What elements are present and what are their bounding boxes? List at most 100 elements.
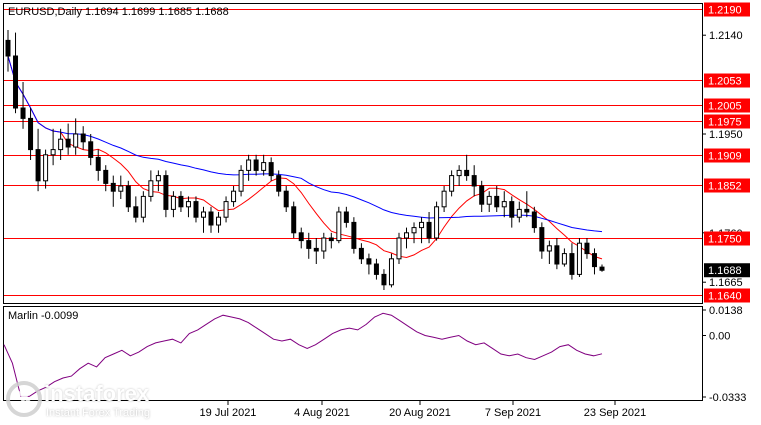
candle-body [328,237,334,242]
candle-body [599,266,605,271]
candle-body [388,258,394,286]
candle-body [464,169,470,177]
candle-body [178,195,184,208]
level-labels: 1.2190 1.2053 1.2005 1.1975 1.1909 1.1852 1.17… [704,2,750,303]
level-label: 1.1640 [708,291,742,303]
candle-body [208,211,214,226]
level-label: 1.1852 [708,181,742,193]
level-label-bg [704,98,750,113]
candle-body [381,273,387,286]
level-label: 1.1750 [708,234,742,246]
candle-body [231,190,237,203]
symbol-title: EURUSD,Daily 1.1694 1.1699 1.1685 1.1688 [8,6,229,18]
candle-body [546,245,552,252]
candle-body [366,258,372,265]
candle-body [223,201,229,218]
price-tick-label: 1.2140 [709,30,743,42]
candle-body [13,55,19,109]
ma-slow-line [7,55,603,233]
level-label-bg [704,2,750,17]
main-pane-frame [3,3,703,304]
watermark-tagline: Instant Forex Trading [46,407,150,419]
oscillator-tick-label: 0.0138 [709,305,743,317]
time-tick-label: 4 Aug 2021 [294,407,350,419]
candle-body [5,39,11,57]
candle-body [261,162,267,171]
instaforex-logo [6,381,42,417]
oscillator-title: Marlin -0.0099 [8,310,78,322]
level-label: 1.2053 [708,76,742,88]
candle-body [576,242,582,275]
candle-body [584,242,590,255]
candle-body [554,245,560,265]
candle-body [163,175,169,210]
candle-body [343,211,349,223]
candle-body [411,227,417,234]
candle-body [313,247,319,252]
candle-body [441,190,447,208]
time-tick-label: 19 Jul 2021 [200,407,257,419]
candle-body [133,206,139,218]
level-label: 1.2005 [708,101,742,113]
candle-body [110,182,116,192]
candle-body [456,169,462,177]
candle-body [216,216,222,226]
candle-body [291,206,297,234]
candle-body [494,195,500,208]
oscillator-line [3,312,603,397]
candle-body [351,221,357,249]
ma-fast-line [7,55,603,260]
candle-body [358,247,364,260]
candle-body [479,185,485,205]
candle-body [396,237,402,260]
candle-body [419,221,425,229]
oscillator-pane-frame [3,306,703,401]
candle-body [140,195,146,218]
candle-body [306,240,312,249]
level-label-bg [704,178,750,193]
candle-body [20,107,26,119]
oscillator-tick-label: 0.00 [709,330,730,342]
candle-body [524,208,530,213]
level-lines [4,9,702,296]
level-label: 1.1975 [708,117,742,129]
time-tick-label: 7 Sep 2021 [485,407,541,419]
candle-body [561,253,567,265]
candle-body [155,175,161,182]
candles [5,30,605,290]
candle-body [246,159,252,171]
candle-body [486,195,492,205]
candle-body [118,185,124,192]
candle-body [35,149,41,182]
candle-body [321,237,327,252]
candle-body [95,156,101,171]
candle-body [426,221,432,239]
candle-body [200,211,206,218]
time-tick-label: 20 Aug 2021 [389,407,451,419]
oscillator-axis: 0.0138 0.00 -0.0333 [702,305,746,404]
candle-body [50,149,56,156]
current-price-bg [704,263,750,278]
candle-body [238,169,244,192]
candle-body [28,117,34,151]
candle-body [449,175,455,192]
candle-body [509,201,515,218]
candle-body [298,232,304,242]
candle-body [80,133,86,143]
level-label: 1.1909 [708,151,742,163]
price-tick-label: 1.1665 [709,277,743,289]
level-label-bg [704,148,750,163]
candle-body [539,227,545,252]
time-tick-label: 23 Sep 2021 [584,407,646,419]
candle-body [516,208,522,218]
level-label-bg [704,73,750,88]
candle-body [65,138,71,148]
candle-body [43,154,49,182]
candle-body [471,175,477,187]
candle-body [569,253,575,275]
candle-body [268,162,274,177]
candle-body [170,195,176,210]
candle-body [373,263,379,275]
candle-body [185,201,191,208]
